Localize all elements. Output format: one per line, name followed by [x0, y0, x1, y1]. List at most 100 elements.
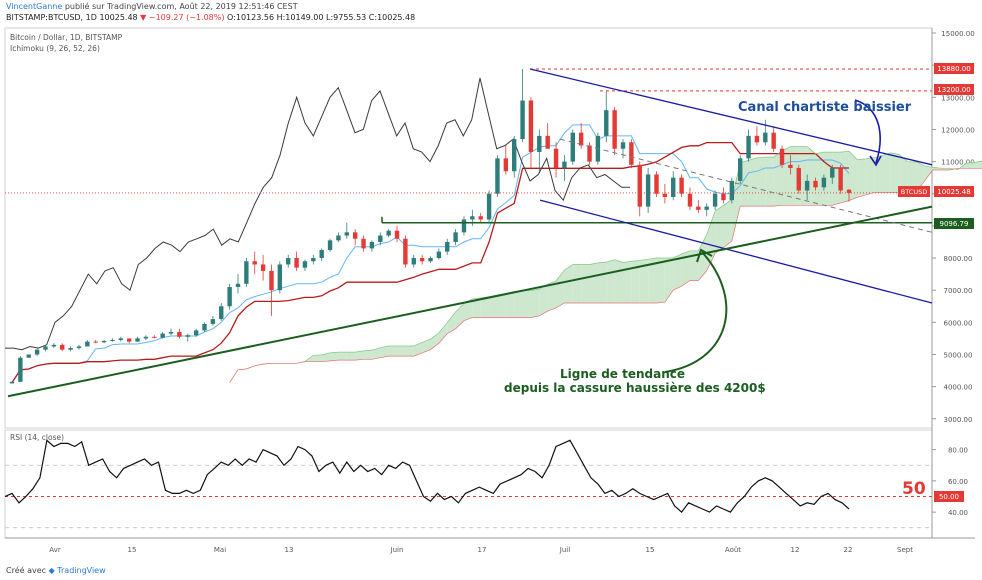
candle-body — [712, 193, 718, 207]
cloud-segment — [388, 346, 398, 357]
cloud-segment — [514, 290, 523, 318]
candle-body — [662, 193, 668, 197]
cloud-segment — [974, 160, 982, 169]
trend-line — [7, 205, 933, 398]
cloud-segment — [405, 346, 414, 357]
candle-body — [302, 261, 308, 268]
cloud-segment — [941, 168, 950, 170]
candle-body — [637, 164, 642, 207]
time-axis[interactable]: Avr 15 Mai 13 Juin 17 Juil 15 Août 12 22 Sept — [49, 546, 913, 554]
candle-body — [51, 344, 57, 347]
candle-body — [168, 331, 174, 334]
candle-body — [528, 100, 534, 152]
candle-body — [277, 264, 283, 291]
cloud-segment — [572, 264, 582, 304]
price-change: ▼ −109.27 (−1.08%) — [140, 13, 225, 22]
candle-body — [629, 142, 634, 165]
candle-body — [645, 174, 651, 207]
rsi-tick-label: 60.00 — [948, 478, 968, 486]
candle-body — [411, 258, 416, 265]
candle-body — [110, 340, 115, 342]
candle-body — [9, 381, 15, 384]
candle-body — [193, 330, 199, 336]
candle-body — [235, 283, 241, 287]
candle-body — [813, 180, 818, 188]
cloud-segment — [857, 158, 866, 198]
tradingview-brand[interactable]: TradingView — [57, 566, 106, 575]
time-tick-label: Sept — [897, 546, 913, 554]
candle-body — [135, 338, 140, 342]
channel-lower-line — [539, 199, 933, 304]
price-tick-label: 3000.00 — [944, 416, 973, 424]
price-tick-label: 15000.00 — [941, 30, 974, 38]
cloud-segment — [581, 264, 590, 304]
cloud-segment — [363, 350, 372, 360]
price-axis[interactable]: 15000.0014000.0013000.0012000.0011000.00… — [932, 30, 975, 517]
candle-body — [160, 333, 165, 338]
rsi-indicator — [4, 439, 932, 529]
rsi-tick-label: 40.00 — [948, 509, 968, 517]
candle-body — [419, 258, 425, 262]
cloud-segment — [321, 352, 331, 362]
cloud-segment — [614, 259, 624, 304]
candle-body — [101, 340, 107, 343]
cloud-segment — [907, 161, 916, 193]
cloud-segment — [397, 346, 406, 357]
time-tick-label: 15 — [128, 546, 137, 554]
candle-body — [177, 331, 182, 337]
cloud-segment — [832, 152, 841, 206]
candle-body — [671, 177, 676, 197]
cloud-segment — [497, 293, 506, 318]
candle-body — [85, 341, 90, 347]
last-price-label: BTCUSD 10025.48 — [898, 186, 974, 197]
price-tick-label: 12000.00 — [941, 126, 974, 134]
candle-body — [244, 261, 249, 284]
author-link[interactable]: VincentGanne — [6, 2, 63, 11]
candle-body — [771, 132, 776, 149]
chikou-line — [5, 77, 630, 351]
drawings[interactable] — [5, 68, 933, 398]
candle-body — [352, 232, 358, 239]
candle-body — [43, 346, 48, 350]
resistance-label-13200: 13200.00 — [934, 84, 974, 95]
rsi-pane-frame — [4, 429, 933, 539]
cloud-segment — [631, 260, 640, 304]
candle-body — [18, 357, 23, 382]
time-tick-label: Juil — [559, 546, 570, 554]
candle-body — [830, 168, 835, 178]
candle-body — [788, 164, 793, 169]
label-13200: 13200.00 — [937, 86, 970, 94]
publication-line: VincentGanne publié sur TradingView.com,… — [6, 2, 298, 11]
candle-body — [461, 219, 467, 233]
rsi-tick-label: 80.00 — [948, 447, 968, 455]
cloud-segment — [681, 250, 690, 287]
cloud-segment — [815, 152, 824, 206]
cloud-segment — [924, 165, 933, 182]
candle-body — [445, 241, 450, 252]
label-last-price: 10025.48 — [937, 188, 970, 196]
cloud-segment — [731, 162, 741, 242]
cloud-segment — [756, 157, 766, 207]
cloud-segment — [689, 250, 699, 281]
time-tick-label: 15 — [646, 546, 655, 554]
candle-body — [394, 230, 400, 239]
tenkan-line — [11, 124, 850, 383]
candle-body — [779, 148, 785, 165]
price-tick-label: 4000.00 — [944, 384, 973, 392]
candle-body — [143, 336, 149, 339]
candle-body — [520, 100, 525, 140]
cloud-segment — [422, 339, 431, 353]
cloud-segment — [765, 157, 774, 207]
candle-body — [260, 264, 266, 271]
cloud-segment — [564, 264, 573, 304]
candle-body — [336, 235, 341, 241]
candle-body — [436, 251, 442, 259]
cloud-segment — [915, 161, 925, 193]
candle-body — [620, 142, 626, 149]
candle-body — [570, 132, 575, 162]
cloud-segment — [338, 352, 347, 361]
cloud-segment — [438, 322, 448, 344]
price-tick-label: 6000.00 — [944, 319, 973, 327]
candle-body — [553, 148, 559, 169]
